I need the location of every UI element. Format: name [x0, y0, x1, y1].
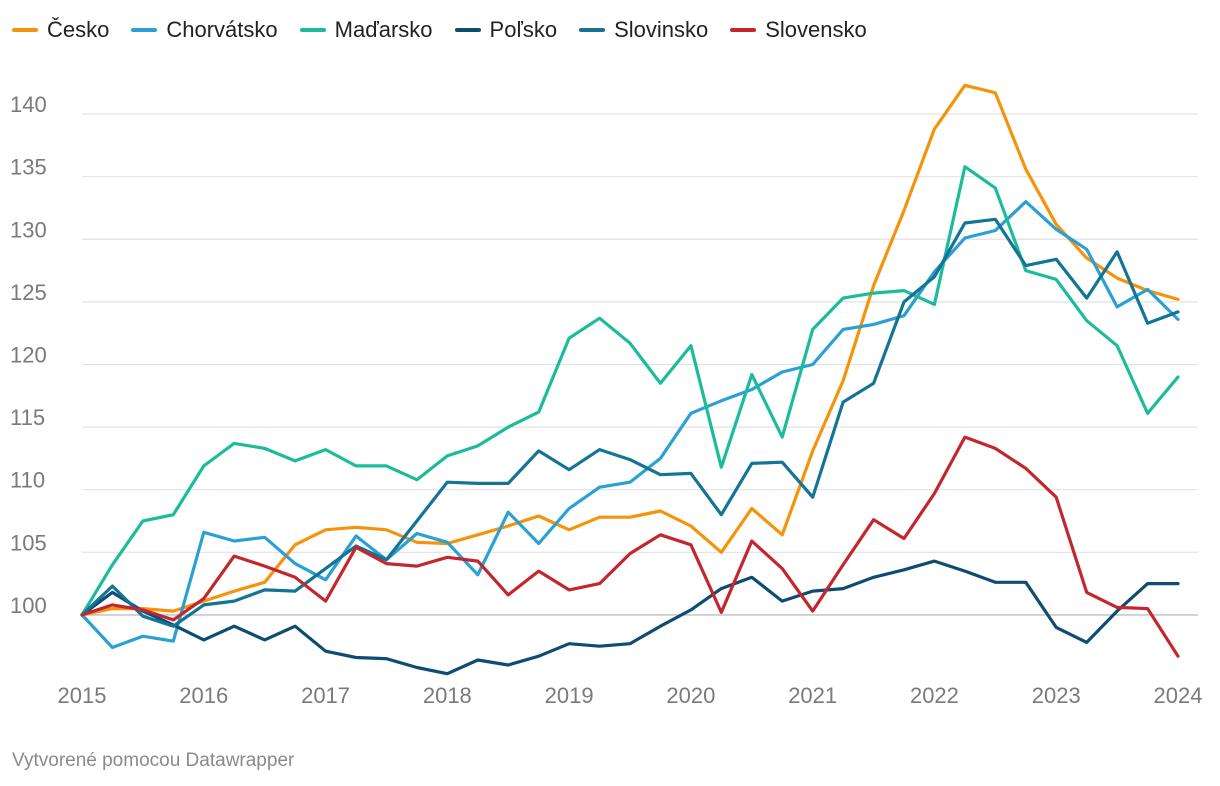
- y-tick-label: 115: [10, 405, 45, 430]
- x-tick-label: 2015: [58, 683, 107, 708]
- y-tick-label: 110: [10, 468, 45, 493]
- series-line-polsko: [80, 559, 1180, 676]
- legend-swatch: [579, 28, 606, 32]
- series-line-chorvatsko: [80, 200, 1180, 650]
- series-lines: [80, 83, 1180, 676]
- y-tick-label: 100: [10, 593, 47, 618]
- x-axis: 2015 2016 2017 2018 2019 2020 2021 2022 2023 2024: [58, 683, 1203, 708]
- legend-item-slovensko: Slovensko: [730, 17, 867, 43]
- x-tick-label: 2024: [1154, 683, 1203, 708]
- legend-label: Maďarsko: [334, 17, 433, 42]
- y-tick-label: 105: [10, 530, 47, 555]
- x-tick-label: 2020: [666, 683, 715, 708]
- legend-label: Poľsko: [489, 17, 558, 42]
- x-tick-label: 2016: [179, 683, 228, 708]
- legend-swatch: [454, 28, 481, 32]
- legend-item-madarsko: Maďarsko: [299, 17, 433, 43]
- series-line-madarsko: [80, 165, 1180, 617]
- series-line-cesko: [80, 83, 1180, 617]
- legend-swatch: [730, 28, 757, 32]
- legend-item-chorvatsko: Chorvátsko: [131, 17, 278, 43]
- legend-swatch: [12, 28, 38, 32]
- legend-item-slovinsko: Slovinsko: [579, 17, 708, 43]
- y-tick-label: 120: [10, 342, 47, 367]
- y-tick-label: 130: [10, 217, 47, 242]
- series-line-slovinsko: [80, 217, 1180, 628]
- legend-label: Chorvátsko: [166, 17, 278, 42]
- x-tick-label: 2017: [301, 683, 350, 708]
- y-tick-label: 135: [10, 155, 47, 180]
- legend-label: Slovinsko: [614, 17, 709, 42]
- legend-item-polsko: Poľsko: [454, 17, 558, 43]
- y-axis: 100 105 110 115 120 125 130 135 140: [10, 92, 47, 618]
- x-tick-label: 2018: [423, 683, 472, 708]
- legend-item-cesko: Česko: [12, 17, 109, 43]
- legend-label: Slovensko: [765, 17, 867, 42]
- legend-swatch: [299, 28, 326, 32]
- y-tick-label: 125: [10, 280, 47, 305]
- y-tick-label: 140: [10, 92, 47, 117]
- x-tick-label: 2022: [910, 683, 959, 708]
- legend-label: Česko: [47, 17, 110, 42]
- legend: Česko Chorvátsko Maďarsko Poľsko Slovinsko Sl…: [12, 14, 889, 46]
- series-line-slovensko: [80, 435, 1180, 658]
- x-tick-label: 2019: [545, 683, 594, 708]
- chart-credit: Vytvorené pomocou Datawrapper: [12, 750, 295, 771]
- gridlines: [82, 113, 1198, 616]
- legend-swatch: [131, 28, 158, 32]
- x-tick-label: 2023: [1032, 683, 1081, 708]
- x-tick-label: 2021: [788, 683, 837, 708]
